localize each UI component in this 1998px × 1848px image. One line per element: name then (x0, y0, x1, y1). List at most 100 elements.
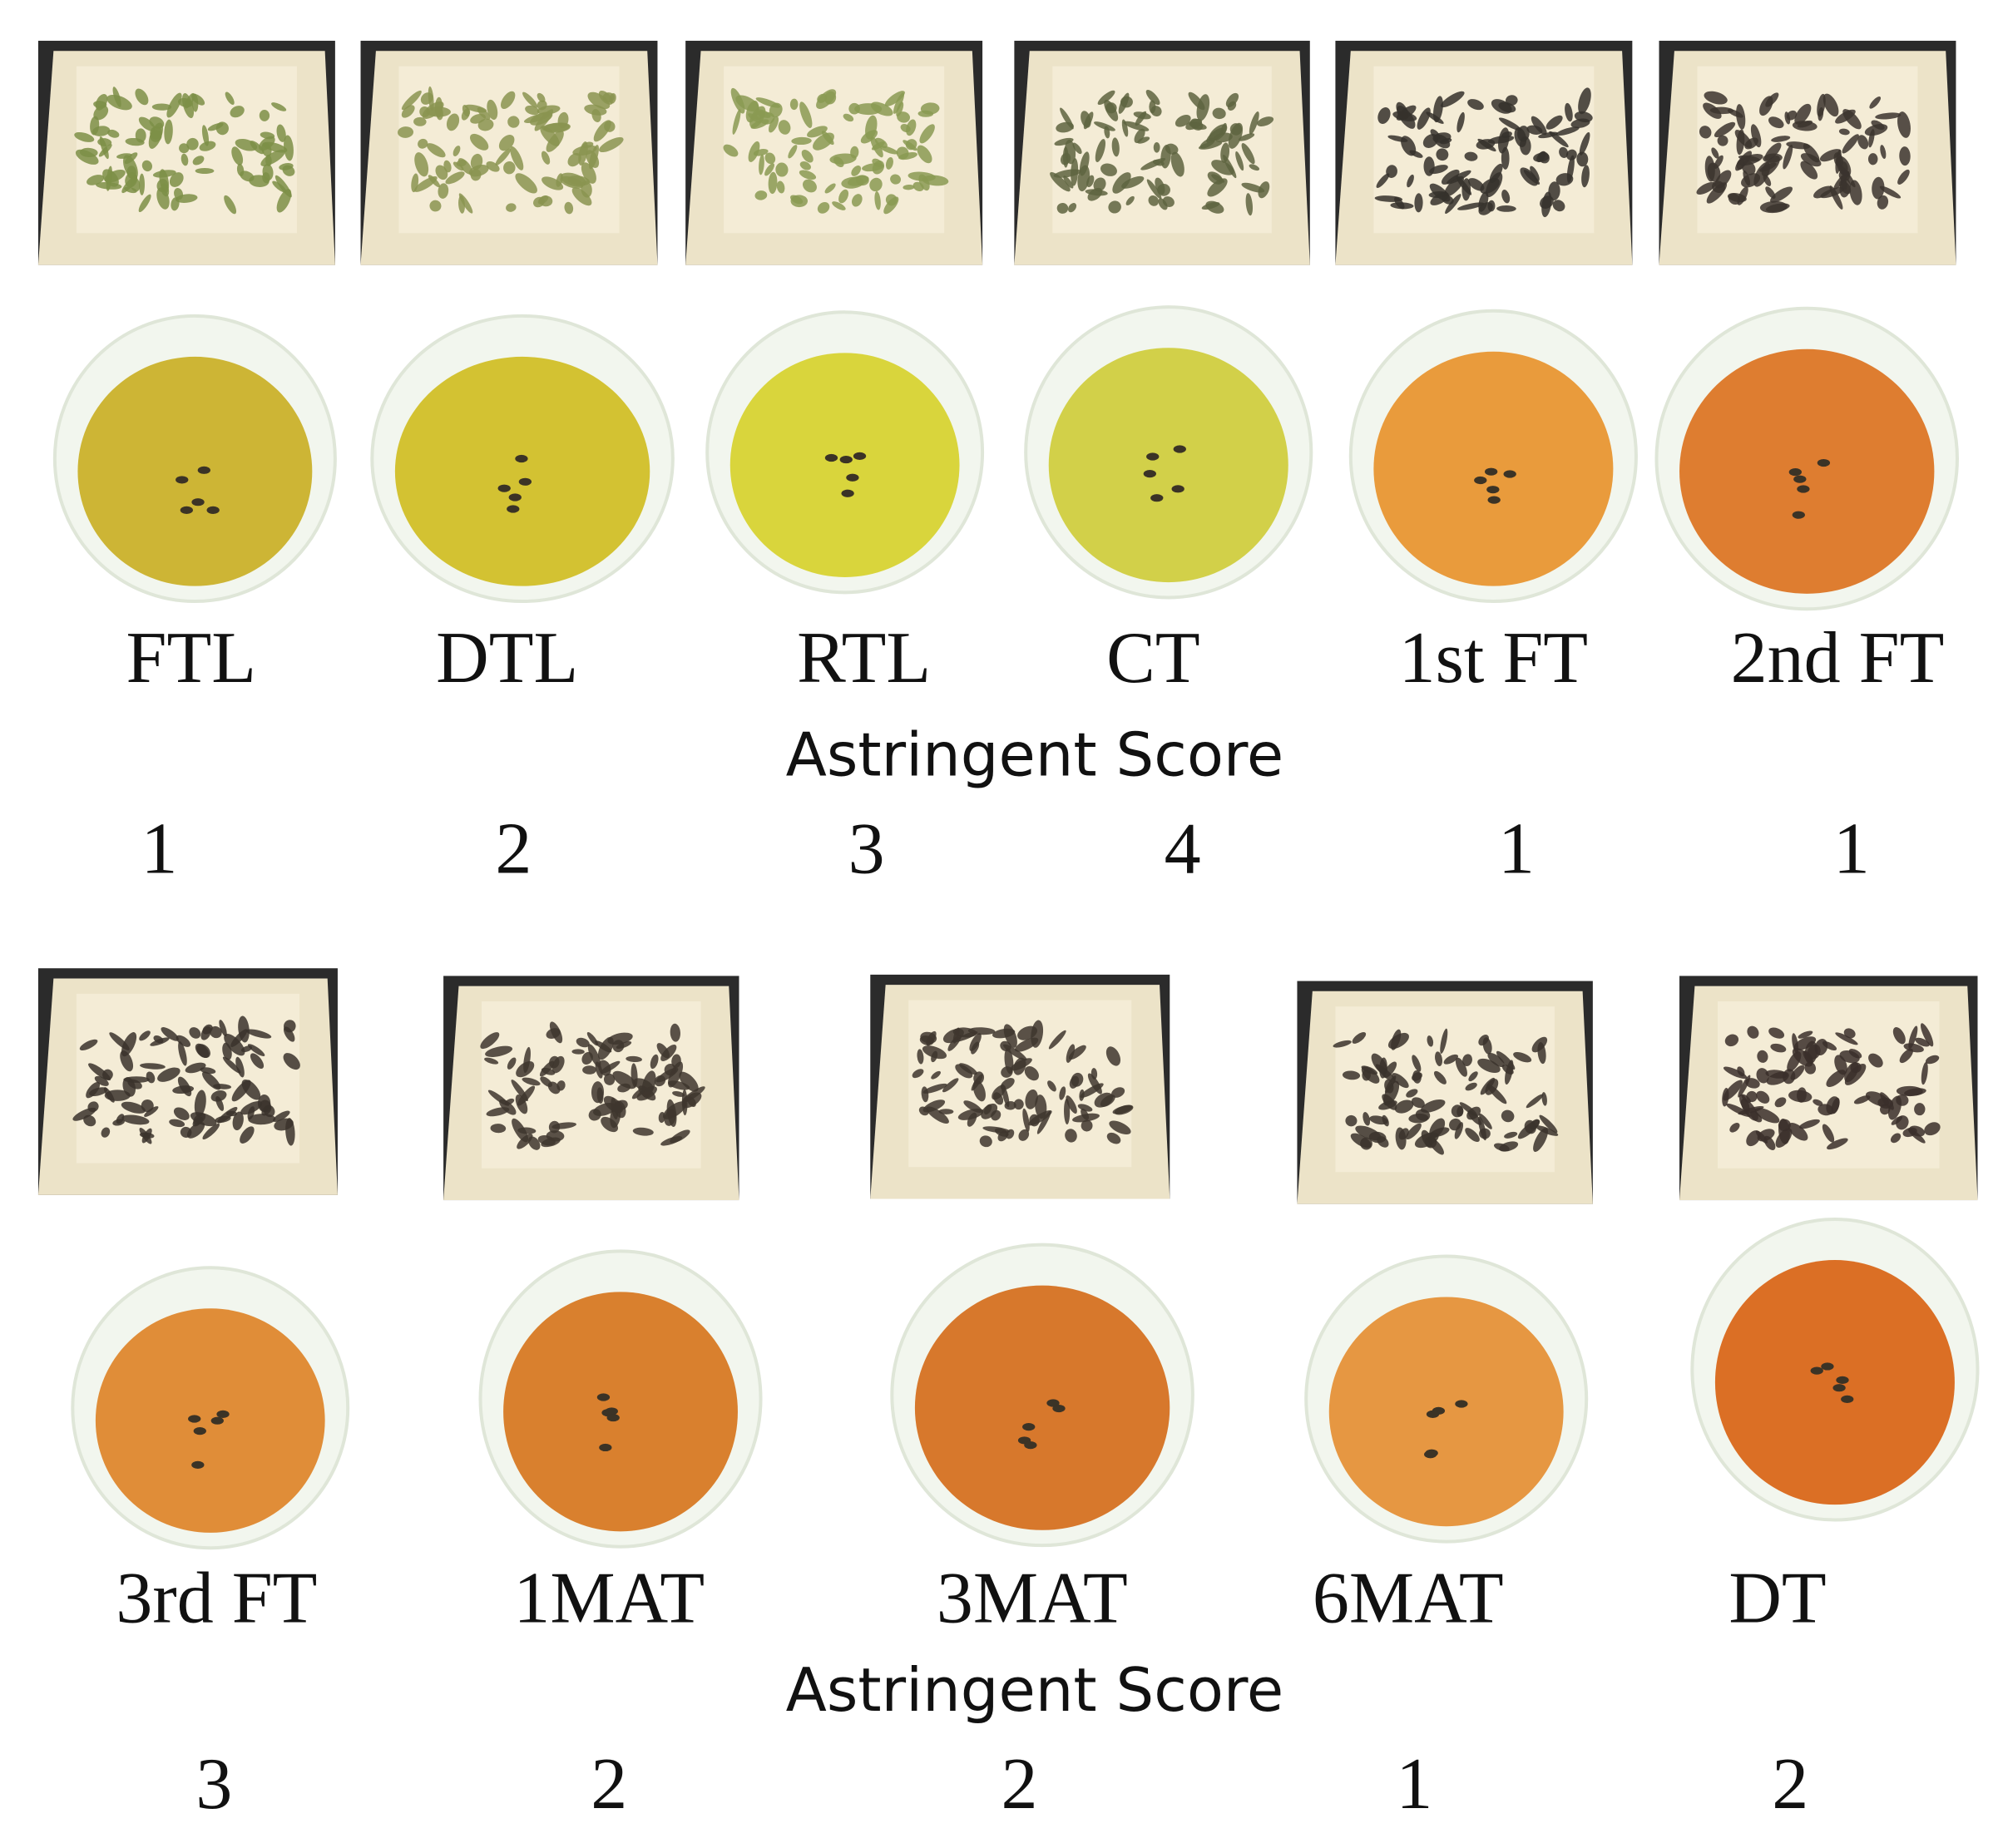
leaf (1865, 1091, 1890, 1107)
leaf (631, 1087, 645, 1099)
leaf (1925, 1055, 1940, 1065)
leaf (874, 190, 881, 210)
leaf (599, 136, 624, 153)
leaf (567, 152, 581, 167)
leaf (1360, 1137, 1372, 1150)
leaf (1581, 165, 1590, 188)
leaf-bit (180, 506, 193, 515)
leaf (1362, 1069, 1371, 1081)
leaf (443, 160, 452, 173)
tea-liquor (914, 1285, 1170, 1530)
leaf (917, 1049, 924, 1065)
leaf (112, 86, 121, 107)
leaf (1148, 195, 1159, 206)
leaf (445, 171, 465, 185)
leaf (967, 1112, 977, 1127)
leaf (745, 101, 759, 123)
leaf (245, 1029, 272, 1039)
leaf (401, 105, 415, 118)
leaf (596, 1087, 604, 1104)
leaf (1897, 169, 1910, 185)
leaf (582, 1065, 597, 1075)
leaf (1768, 1027, 1785, 1039)
leaf (1552, 200, 1565, 212)
leaf (94, 1075, 109, 1086)
sample-photo (1335, 41, 1633, 265)
leaf (1398, 1128, 1409, 1140)
leaf (1133, 111, 1151, 120)
leaf (516, 1061, 535, 1078)
leaf (922, 1083, 947, 1094)
leaf (1793, 1036, 1817, 1050)
leaf (1794, 103, 1812, 125)
leaf-bit (1173, 445, 1186, 453)
leaf (510, 146, 524, 170)
leaf (446, 113, 460, 131)
leaf (1384, 1075, 1397, 1094)
leaf (151, 103, 172, 111)
leaf (791, 136, 812, 146)
leaf (1227, 101, 1237, 111)
leaf (768, 171, 778, 195)
leaf (541, 1137, 561, 1148)
leaf (603, 1073, 616, 1085)
leaf (1804, 1040, 1818, 1065)
leaf (487, 99, 498, 121)
leaf (1118, 92, 1130, 114)
leaf (1875, 112, 1902, 120)
leaf (1531, 1036, 1548, 1053)
leaf (148, 122, 164, 149)
leaf (195, 168, 215, 175)
leaf (1545, 115, 1563, 130)
leaf-bit (1821, 1362, 1834, 1371)
leaf (799, 101, 813, 128)
sample-photo (1014, 41, 1310, 265)
leaf (626, 1055, 642, 1063)
leaf (1842, 134, 1859, 154)
leaf (655, 1067, 679, 1083)
leaf (235, 138, 258, 151)
leaf (1704, 156, 1715, 182)
leaf-bit (191, 1460, 205, 1469)
leaf (1853, 1095, 1871, 1104)
leaf (1880, 1104, 1891, 1115)
leaf (723, 144, 739, 157)
leaf (1459, 1102, 1477, 1116)
leaf (843, 113, 854, 122)
leaf (522, 91, 538, 108)
leaf (457, 158, 473, 175)
leaf (219, 1020, 227, 1037)
leaf-bit (1503, 470, 1516, 478)
leaf (1112, 172, 1131, 194)
leaf (225, 1110, 238, 1117)
leaf (194, 1090, 206, 1117)
leaf (1188, 91, 1205, 111)
leaf (93, 105, 109, 121)
leaf (1531, 116, 1547, 136)
leaf (1235, 151, 1244, 171)
leaf (1112, 1104, 1133, 1114)
leaf (181, 153, 189, 166)
leaf (862, 163, 884, 172)
leaf (102, 169, 119, 187)
tea-cup (370, 314, 675, 604)
leaf (571, 187, 592, 206)
sample-photo (1659, 41, 1956, 265)
leaf-bit (824, 453, 838, 462)
leaf (1541, 191, 1552, 218)
leaf (1899, 1048, 1913, 1064)
leaf (1501, 131, 1512, 138)
leaf (1555, 126, 1580, 136)
leaf (121, 1032, 137, 1057)
leaf (587, 91, 611, 110)
leaf (453, 146, 461, 156)
sample-label: 6MAT (1313, 1558, 1504, 1638)
leaf (1478, 1113, 1492, 1129)
leaf (1249, 111, 1259, 135)
leaf (572, 145, 597, 156)
score-heading: Astringent Score (786, 720, 1284, 790)
leaf (241, 1079, 261, 1100)
leaf (1342, 1070, 1361, 1080)
leaf (1486, 1084, 1507, 1104)
leaf (1533, 152, 1550, 162)
